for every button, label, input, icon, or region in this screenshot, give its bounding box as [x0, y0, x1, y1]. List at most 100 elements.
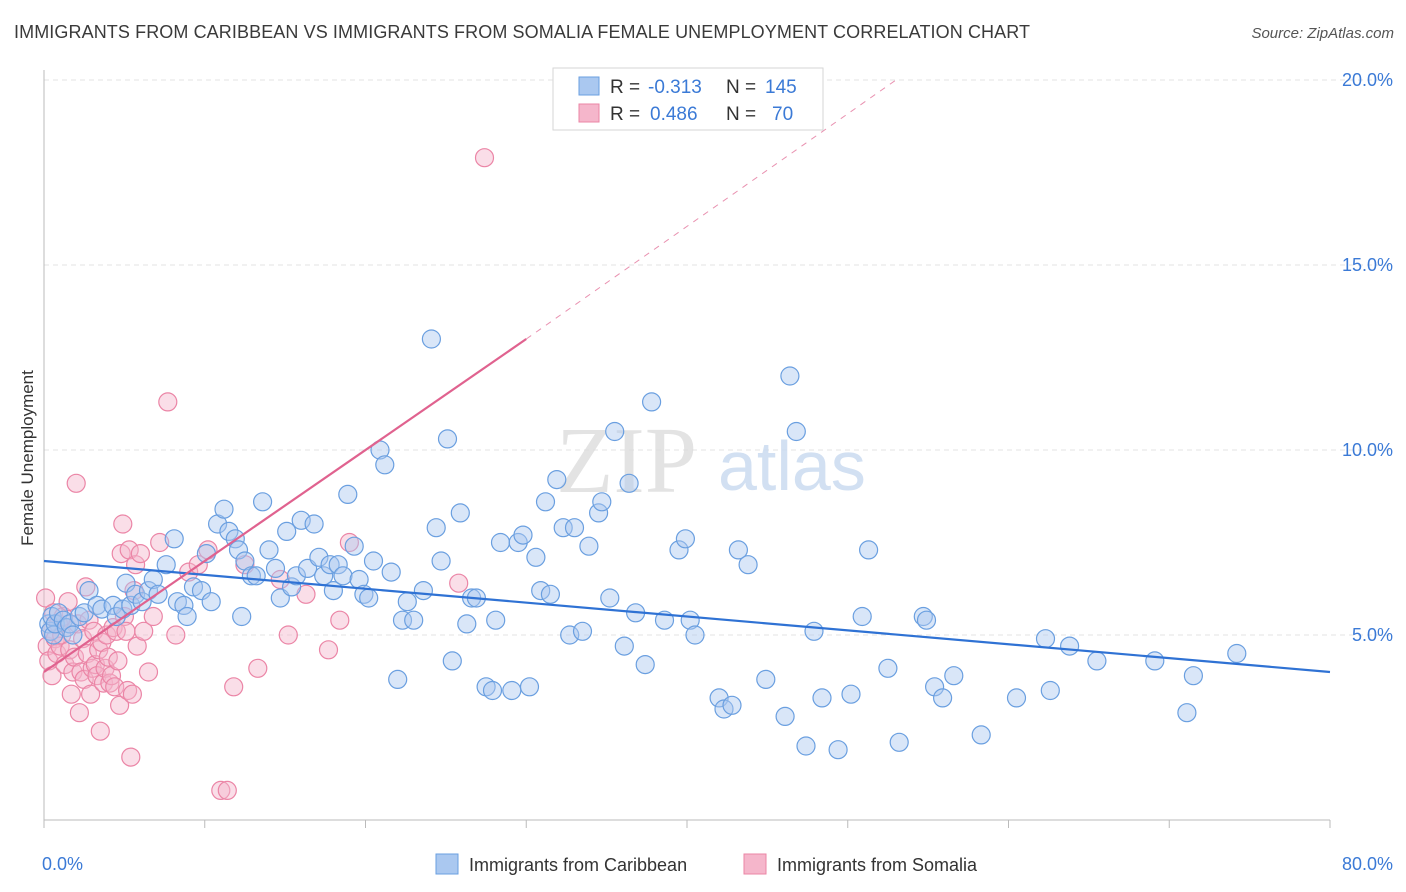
point-caribbean-124[interactable]: [804, 621, 824, 641]
point-somalia-38[interactable]: [98, 647, 118, 667]
point-caribbean-66[interactable]: [375, 455, 395, 475]
point-caribbean-71[interactable]: [404, 610, 424, 630]
point-caribbean-49[interactable]: [286, 566, 306, 586]
point-caribbean-104[interactable]: [614, 636, 634, 656]
point-caribbean-143[interactable]: [1145, 651, 1165, 671]
point-caribbean-26[interactable]: [164, 529, 184, 549]
point-caribbean-52[interactable]: [304, 514, 324, 534]
point-caribbean-63[interactable]: [359, 588, 379, 608]
point-somalia-71[interactable]: [449, 573, 469, 593]
point-caribbean-73[interactable]: [421, 329, 441, 349]
point-caribbean-75[interactable]: [431, 551, 451, 571]
point-somalia-13[interactable]: [58, 592, 78, 612]
point-caribbean-134[interactable]: [924, 677, 945, 697]
point-caribbean-64[interactable]: [363, 551, 384, 571]
point-caribbean-42[interactable]: [246, 566, 266, 586]
legend-item-somalia[interactable]: Immigrants from Somalia: [743, 853, 978, 875]
point-caribbean-85[interactable]: [490, 532, 511, 553]
point-caribbean-95[interactable]: [553, 518, 573, 538]
point-somalia-78[interactable]: [330, 610, 350, 630]
point-caribbean-82[interactable]: [476, 677, 496, 697]
point-somalia-77[interactable]: [318, 640, 339, 660]
point-caribbean-138[interactable]: [1006, 688, 1027, 708]
point-caribbean-146[interactable]: [1227, 643, 1247, 664]
point-caribbean-58[interactable]: [333, 566, 353, 586]
point-caribbean-130[interactable]: [878, 658, 898, 678]
point-caribbean-76[interactable]: [437, 429, 458, 449]
point-somalia-18[interactable]: [66, 473, 86, 493]
point-somalia-35[interactable]: [93, 673, 114, 693]
point-caribbean-18[interactable]: [116, 573, 136, 593]
point-caribbean-129[interactable]: [858, 540, 879, 560]
point-caribbean-7[interactable]: [56, 617, 77, 638]
point-caribbean-38[interactable]: [228, 540, 249, 560]
point-caribbean-111[interactable]: [675, 529, 696, 549]
point-caribbean-101[interactable]: [592, 492, 612, 512]
point-somalia-75[interactable]: [278, 625, 298, 645]
point-caribbean-88[interactable]: [513, 525, 533, 545]
point-somalia-67[interactable]: [211, 780, 231, 801]
point-caribbean-125[interactable]: [812, 688, 832, 708]
point-caribbean-123[interactable]: [796, 736, 816, 756]
point-caribbean-119[interactable]: [756, 669, 776, 690]
point-caribbean-45[interactable]: [265, 558, 286, 579]
point-caribbean-110[interactable]: [669, 540, 689, 560]
point-caribbean-59[interactable]: [338, 484, 358, 504]
point-caribbean-25[interactable]: [156, 555, 176, 575]
point-caribbean-118[interactable]: [738, 555, 758, 575]
point-caribbean-98[interactable]: [572, 621, 593, 641]
point-caribbean-53[interactable]: [309, 547, 329, 567]
point-somalia-58[interactable]: [134, 621, 154, 641]
point-caribbean-94[interactable]: [547, 470, 567, 490]
point-somalia-62[interactable]: [158, 392, 178, 412]
point-caribbean-99[interactable]: [579, 536, 599, 556]
point-caribbean-72[interactable]: [413, 580, 433, 601]
point-somalia-24[interactable]: [76, 577, 96, 597]
point-caribbean-135[interactable]: [932, 688, 953, 708]
point-caribbean-28[interactable]: [174, 595, 194, 616]
point-caribbean-31[interactable]: [191, 580, 212, 601]
point-caribbean-78[interactable]: [450, 503, 470, 523]
point-caribbean-102[interactable]: [600, 588, 620, 608]
point-caribbean-108[interactable]: [641, 392, 662, 412]
point-somalia-60[interactable]: [143, 606, 163, 627]
point-caribbean-113[interactable]: [685, 625, 705, 645]
point-somalia-27[interactable]: [80, 684, 101, 704]
point-caribbean-93[interactable]: [540, 584, 561, 604]
point-somalia-69[interactable]: [224, 677, 244, 697]
point-caribbean-60[interactable]: [344, 536, 364, 556]
point-caribbean-91[interactable]: [531, 580, 551, 601]
point-caribbean-36[interactable]: [219, 521, 239, 542]
point-caribbean-12[interactable]: [79, 580, 99, 601]
point-somalia-57[interactable]: [130, 543, 150, 564]
point-caribbean-127[interactable]: [841, 684, 861, 704]
point-somalia-44[interactable]: [108, 651, 128, 671]
point-somalia-15[interactable]: [61, 684, 81, 704]
point-caribbean-83[interactable]: [482, 680, 503, 701]
point-caribbean-89[interactable]: [519, 677, 540, 697]
point-somalia-0[interactable]: [35, 588, 56, 608]
point-caribbean-120[interactable]: [775, 706, 795, 727]
point-caribbean-47[interactable]: [277, 521, 297, 542]
point-caribbean-33[interactable]: [201, 592, 221, 612]
point-caribbean-131[interactable]: [889, 732, 909, 752]
point-caribbean-117[interactable]: [728, 540, 749, 560]
point-caribbean-116[interactable]: [722, 695, 742, 715]
point-caribbean-77[interactable]: [442, 651, 462, 671]
point-caribbean-86[interactable]: [502, 680, 522, 701]
point-somalia-53[interactable]: [122, 684, 142, 704]
point-somalia-59[interactable]: [138, 662, 159, 682]
point-caribbean-97[interactable]: [564, 518, 585, 538]
point-caribbean-140[interactable]: [1040, 680, 1060, 701]
point-caribbean-67[interactable]: [381, 562, 401, 582]
point-caribbean-141[interactable]: [1059, 636, 1080, 656]
point-somalia-63[interactable]: [166, 625, 186, 645]
point-caribbean-74[interactable]: [426, 518, 446, 538]
point-caribbean-139[interactable]: [1035, 629, 1056, 649]
point-caribbean-68[interactable]: [388, 669, 408, 690]
point-caribbean-132[interactable]: [913, 606, 933, 627]
point-caribbean-69[interactable]: [392, 610, 413, 630]
point-caribbean-96[interactable]: [560, 625, 580, 645]
point-caribbean-44[interactable]: [259, 540, 279, 560]
point-somalia-47[interactable]: [113, 514, 133, 534]
